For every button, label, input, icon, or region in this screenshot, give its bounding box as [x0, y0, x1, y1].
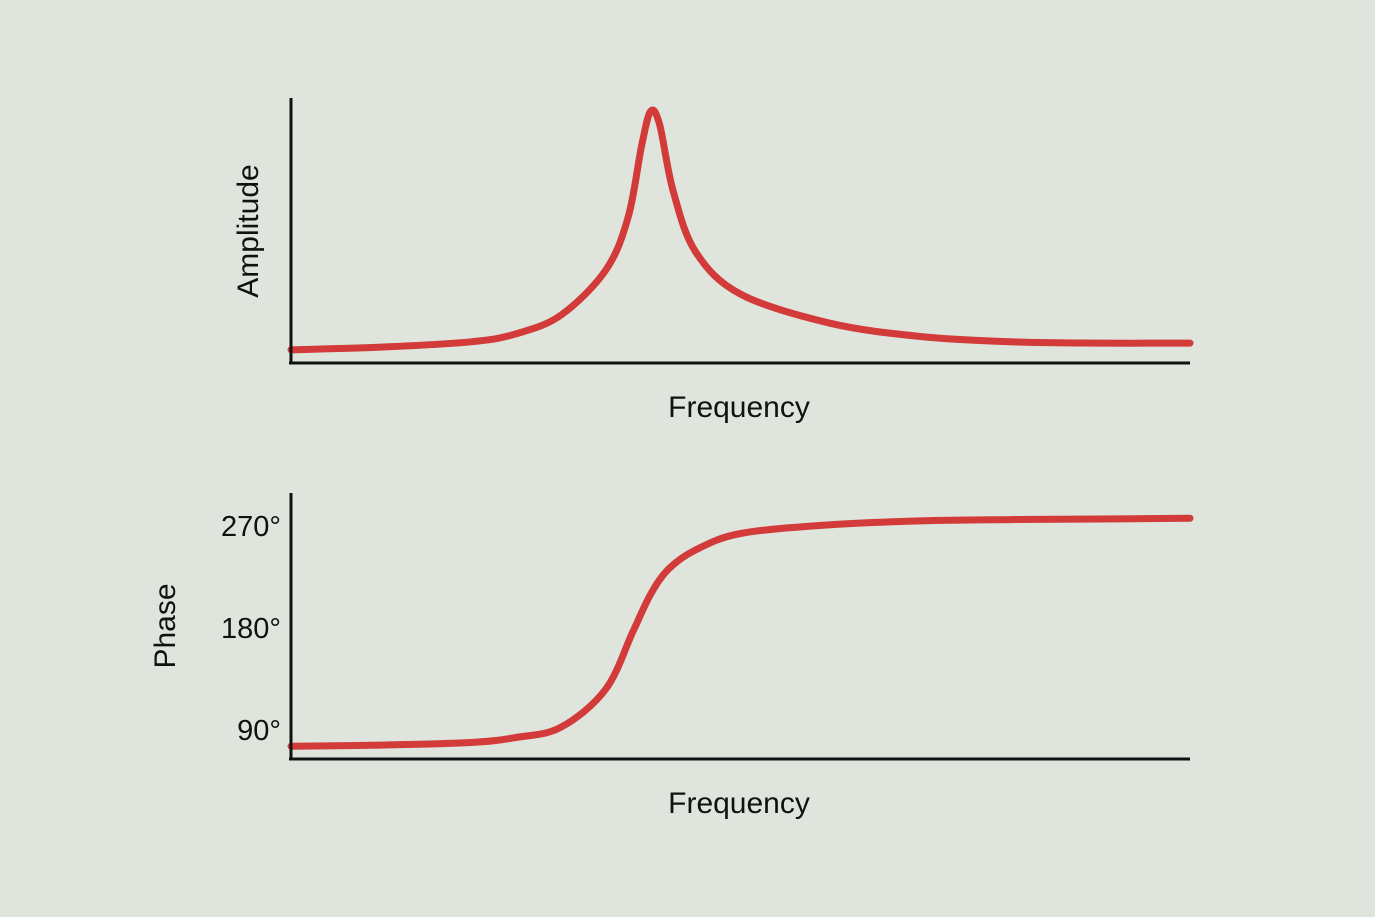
phase-y-axis-title: Phase	[149, 583, 182, 668]
amplitude-y-axis-title: Amplitude	[232, 164, 265, 297]
amplitude-x-axis-title: Frequency	[668, 391, 810, 424]
phase-curve	[287, 514, 1194, 750]
amplitude-curve	[287, 106, 1194, 354]
phase-chart: 270° 180° 90° Frequency Phase	[149, 493, 1194, 820]
phase-x-axis-title: Frequency	[668, 787, 810, 820]
phase-y-tick-label-180: 180°	[221, 613, 281, 645]
amplitude-chart: Frequency Amplitude	[232, 98, 1194, 424]
phase-y-tick-label-90: 90°	[237, 715, 281, 747]
phase-y-tick-label-270: 270°	[221, 511, 281, 543]
